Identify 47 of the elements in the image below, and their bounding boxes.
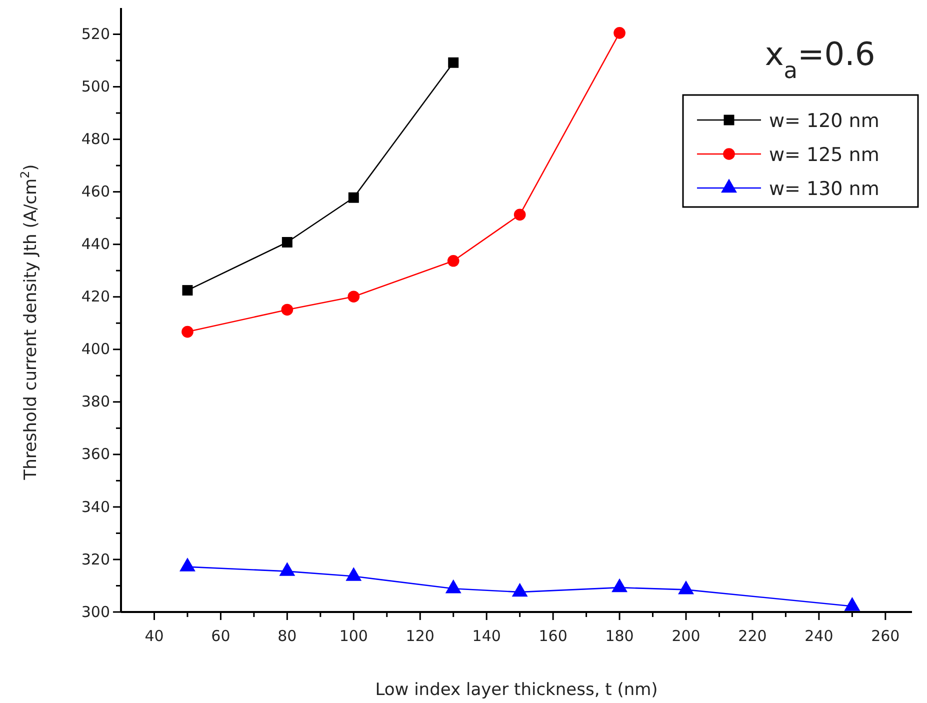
x-axis-title: Low index layer thickness, t (nm) (375, 680, 658, 700)
x-tick-label: 160 (538, 627, 568, 645)
point (445, 579, 462, 594)
point (348, 290, 360, 303)
x-tick-label: 140 (472, 627, 501, 645)
x-tick-label: 100 (339, 627, 368, 645)
y-tick-label: 360 (81, 445, 110, 464)
point (514, 208, 526, 221)
x-tick-label: 220 (738, 627, 767, 645)
x-tick-label: 40 (144, 627, 164, 645)
y-tick-label: 460 (81, 182, 110, 201)
point (279, 562, 296, 576)
y-tick-label: 400 (81, 340, 110, 358)
legend-label: w= 120 nm (769, 110, 880, 132)
annotation: x$_{a}$=0.6 (764, 35, 876, 84)
point (614, 27, 626, 39)
x-tick-label: 200 (672, 627, 700, 645)
point (180, 558, 196, 572)
y-tick-label: 440 (81, 235, 110, 254)
point (844, 597, 860, 611)
y-tick-label: 420 (81, 288, 110, 306)
point (612, 578, 628, 592)
point (512, 582, 528, 597)
y-tick-label: 380 (81, 392, 110, 411)
x-tick-label: 120 (406, 627, 434, 645)
point (447, 254, 460, 267)
x-tick-label: 60 (211, 627, 230, 645)
point (346, 567, 362, 581)
point (448, 57, 459, 68)
x-tick-label: 80 (278, 627, 297, 645)
y-tick-label: 500 (81, 78, 110, 96)
y-tick-label: 320 (81, 550, 110, 568)
point (281, 304, 294, 316)
y-tick-label: 340 (81, 498, 110, 516)
point (182, 285, 193, 296)
y-tick-label: 300 (81, 602, 110, 621)
y-tick-label: 520 (81, 25, 110, 44)
legend-label: w= 125 nm (769, 144, 880, 166)
point (182, 326, 194, 338)
point (678, 580, 694, 594)
x-tick-label: 180 (605, 627, 634, 645)
y-tick-label: 480 (81, 130, 110, 148)
point (282, 237, 292, 248)
x-tick-label: 240 (804, 627, 834, 645)
point (348, 192, 359, 203)
legend-label: w= 130 nm (769, 178, 880, 200)
x-tick-label: 260 (871, 627, 900, 645)
